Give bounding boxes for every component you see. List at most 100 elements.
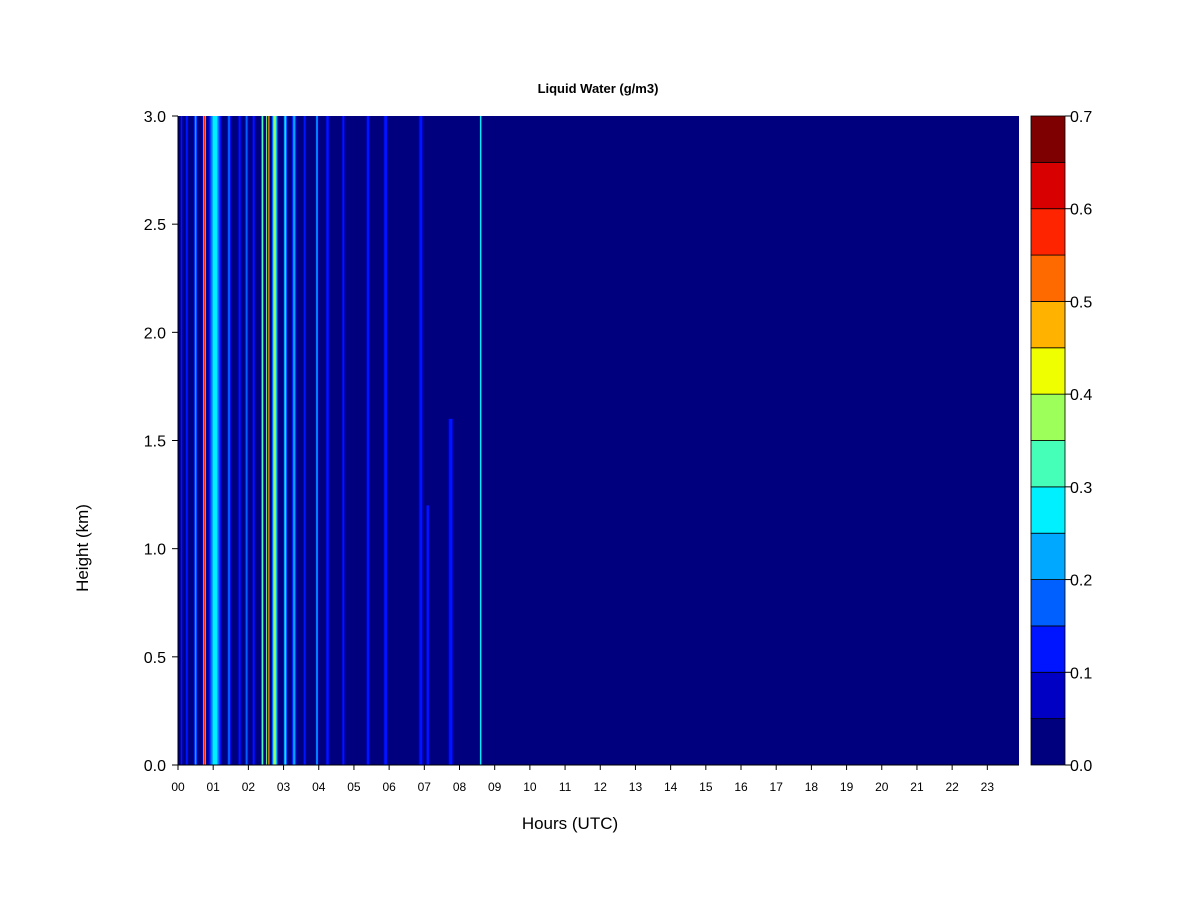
data-band-17-level-1 [342, 116, 345, 765]
colorbar-tick-label: 0.4 [1070, 387, 1092, 404]
data-band-17 [341, 116, 345, 765]
data-band-6-level-1 [238, 116, 241, 765]
x-tick-label: 05 [347, 780, 361, 794]
data-band-3-level-10 [203, 116, 205, 765]
data-band-4-level-4 [212, 116, 217, 765]
data-band-19-level-1 [384, 116, 387, 765]
y-tick-label: 2.5 [144, 217, 166, 234]
data-band-1-level-1 [185, 116, 188, 765]
data-band-2 [193, 116, 198, 765]
data-band-18 [366, 116, 370, 765]
data-band-19 [383, 116, 388, 765]
data-band-6 [238, 116, 241, 765]
data-band-5 [226, 116, 232, 765]
data-band-4 [207, 116, 222, 765]
data-band-13-level-3 [293, 116, 295, 765]
colorbar-tick-label: 0.3 [1070, 480, 1092, 497]
colorbar-swatch [1030, 161, 1066, 210]
x-tick-label: 15 [699, 780, 713, 794]
x-tick-label: 00 [171, 780, 185, 794]
data-band-8-level-1 [252, 116, 255, 765]
data-band-11-level-6 [274, 116, 276, 765]
y-tick-label: 1.5 [144, 434, 166, 451]
x-tick-label: 12 [594, 780, 608, 794]
data-band-9 [261, 116, 264, 765]
colorbar-swatch [1030, 532, 1066, 580]
data-band-16-level-1 [326, 116, 329, 765]
data-band-18-level-1 [366, 116, 370, 765]
data-band-13 [291, 116, 297, 765]
colorbar-tick-label: 0.1 [1070, 665, 1092, 682]
data-band-3 [202, 116, 207, 765]
data-band-10 [265, 116, 270, 765]
x-tick-label: 18 [805, 780, 819, 794]
x-axis: 00 01 02 03 04 05 06 07 08 09 10 11 12 13 14 15 16 17 18 19… [171, 764, 1019, 794]
colorbar-swatch [1030, 718, 1066, 766]
data-band-10-level-12 [267, 116, 269, 765]
colorbar-tick-label: 0.7 [1070, 109, 1092, 126]
data-band-20-level-1 [419, 116, 423, 765]
data-band-20 [418, 116, 423, 765]
data-band-1 [185, 116, 189, 765]
data-band-21-level-1 [426, 505, 429, 765]
y-axis: 0.0 0.5 1.0 1.5 2.0 2.5 3.0 [144, 109, 179, 775]
data-band-15-level-3 [316, 116, 318, 765]
data-band-14-level-1 [303, 116, 306, 765]
data-band-14 [303, 116, 307, 765]
plot-area [178, 116, 1019, 765]
x-tick-label: 11 [559, 780, 572, 794]
data-band-2-level-3 [194, 116, 197, 765]
y-tick-label: 3.0 [144, 109, 166, 126]
x-tick-label: 14 [664, 780, 678, 794]
colorbar-swatch [1030, 625, 1066, 673]
colorbar-tick-label: 0.0 [1070, 758, 1092, 775]
y-tick-label: 1.0 [144, 542, 166, 559]
colorbar-tick-label: 0.6 [1070, 202, 1092, 219]
x-tick-label: 03 [277, 780, 291, 794]
x-tick-label: 21 [910, 780, 924, 794]
colorbar-swatch [1030, 115, 1066, 163]
data-band-12 [283, 116, 288, 765]
colorbar: 0.0 0.1 0.2 0.3 0.4 0.5 0.6 0.7 [1030, 109, 1092, 775]
x-tick-label: 02 [242, 780, 256, 794]
x-tick-label: 17 [770, 780, 784, 794]
y-tick-label: 2.0 [144, 325, 166, 342]
data-band-22-level-1 [449, 418, 453, 765]
data-band-22 [448, 418, 454, 765]
x-tick-label: 10 [523, 780, 537, 794]
chart-title: Liquid Water (g/m3) [538, 81, 659, 96]
x-tick-label: 22 [945, 780, 959, 794]
data-band-23-level-4 [480, 116, 482, 765]
data-band-5-level-2 [228, 116, 230, 765]
data-band-11 [271, 116, 279, 765]
y-axis-label: Height (km) [73, 504, 92, 592]
data-band-21 [426, 505, 430, 765]
data-band-0-level-1 [180, 116, 183, 765]
x-tick-label: 16 [734, 780, 748, 794]
x-axis-label: Hours (UTC) [522, 814, 618, 833]
colorbar-tick-label: 0.5 [1070, 294, 1092, 311]
colorbar-swatch [1030, 579, 1066, 627]
x-tick-label: 19 [840, 780, 854, 794]
data-band-7 [244, 116, 249, 765]
x-tick-label: 01 [207, 780, 221, 794]
data-band-0 [180, 116, 183, 765]
x-tick-label: 07 [418, 780, 432, 794]
colorbar-swatch [1030, 393, 1066, 441]
x-tick-label: 08 [453, 780, 467, 794]
y-tick-label: 0.5 [144, 650, 166, 667]
colorbar-swatch [1030, 347, 1066, 395]
data-band-9-level-5 [261, 116, 264, 765]
data-band-8 [252, 116, 256, 765]
x-tick-label: 13 [629, 780, 643, 794]
colorbar-swatch [1030, 440, 1066, 488]
colorbar-swatch [1030, 301, 1066, 349]
colorbar-swatch [1030, 486, 1066, 534]
colorbar-swatch [1030, 208, 1066, 256]
colorbar-swatch [1030, 671, 1066, 720]
data-band-7-level-2 [245, 116, 248, 765]
data-band-15 [315, 116, 319, 765]
colorbar-tick-label: 0.2 [1070, 573, 1092, 590]
y-tick-label: 0.0 [144, 758, 166, 775]
